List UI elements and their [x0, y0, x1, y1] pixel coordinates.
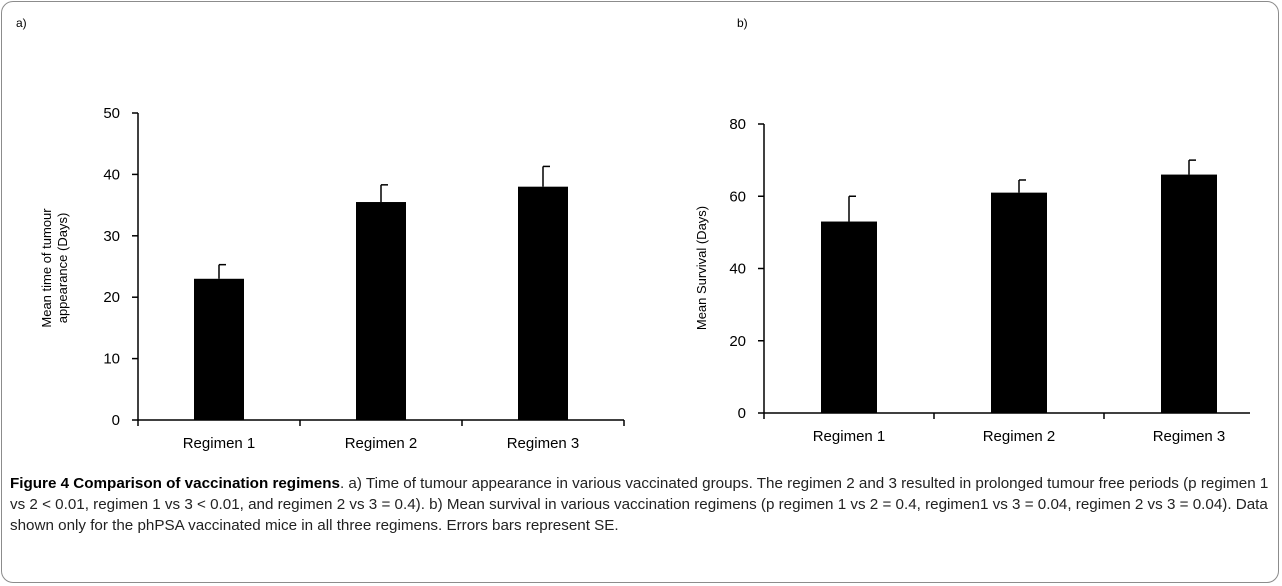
y-axis-label: appearance (Days): [55, 213, 70, 324]
y-tick-label: 0: [112, 412, 120, 429]
y-tick-label: 80: [729, 116, 746, 133]
panel-b-label: b): [737, 16, 748, 30]
x-category-label: Regimen 3: [507, 435, 580, 452]
bar-regimen-2: [991, 192, 1047, 413]
y-tick-label: 40: [729, 261, 746, 278]
panel-a-label: a): [16, 16, 27, 30]
y-tick-label: 20: [729, 333, 746, 350]
bar-regimen-1: [194, 278, 244, 420]
bar-regimen-2: [356, 202, 406, 420]
y-tick-label: 0: [738, 405, 746, 422]
y-axis-label: Mean Survival (Days): [694, 206, 709, 330]
x-category-label: Regimen 2: [983, 428, 1056, 445]
y-tick-label: 30: [103, 228, 120, 245]
bar-regimen-3: [518, 186, 568, 420]
bar-regimen-1: [821, 221, 877, 413]
x-category-label: Regimen 3: [1153, 428, 1226, 445]
y-tick-label: 40: [103, 166, 120, 183]
x-category-label: Regimen 1: [183, 435, 256, 452]
y-axis-label: Mean time of tumour: [39, 208, 54, 328]
y-tick-label: 20: [103, 289, 120, 306]
y-tick-label: 60: [729, 188, 746, 205]
x-category-label: Regimen 1: [813, 428, 886, 445]
chart-b: 0 20 40 60 80 Regimen 1 Regimen 2 Regimen 3 Mean…: [694, 116, 1250, 445]
caption-text: . a) Time of tumour appearance in variou…: [10, 475, 1269, 534]
y-tick-label: 50: [103, 105, 120, 122]
chart-a: 0 10 20 30 40 50 Regimen 1 Regimen 2 Regimen 3 Me…: [39, 105, 625, 452]
caption-title: Figure 4 Comparison of vaccination regim…: [10, 475, 340, 492]
y-tick-label: 10: [103, 351, 120, 368]
x-category-label: Regimen 2: [345, 435, 418, 452]
figure-caption: Figure 4 Comparison of vaccination regim…: [10, 473, 1272, 536]
bar-regimen-3: [1161, 174, 1217, 413]
